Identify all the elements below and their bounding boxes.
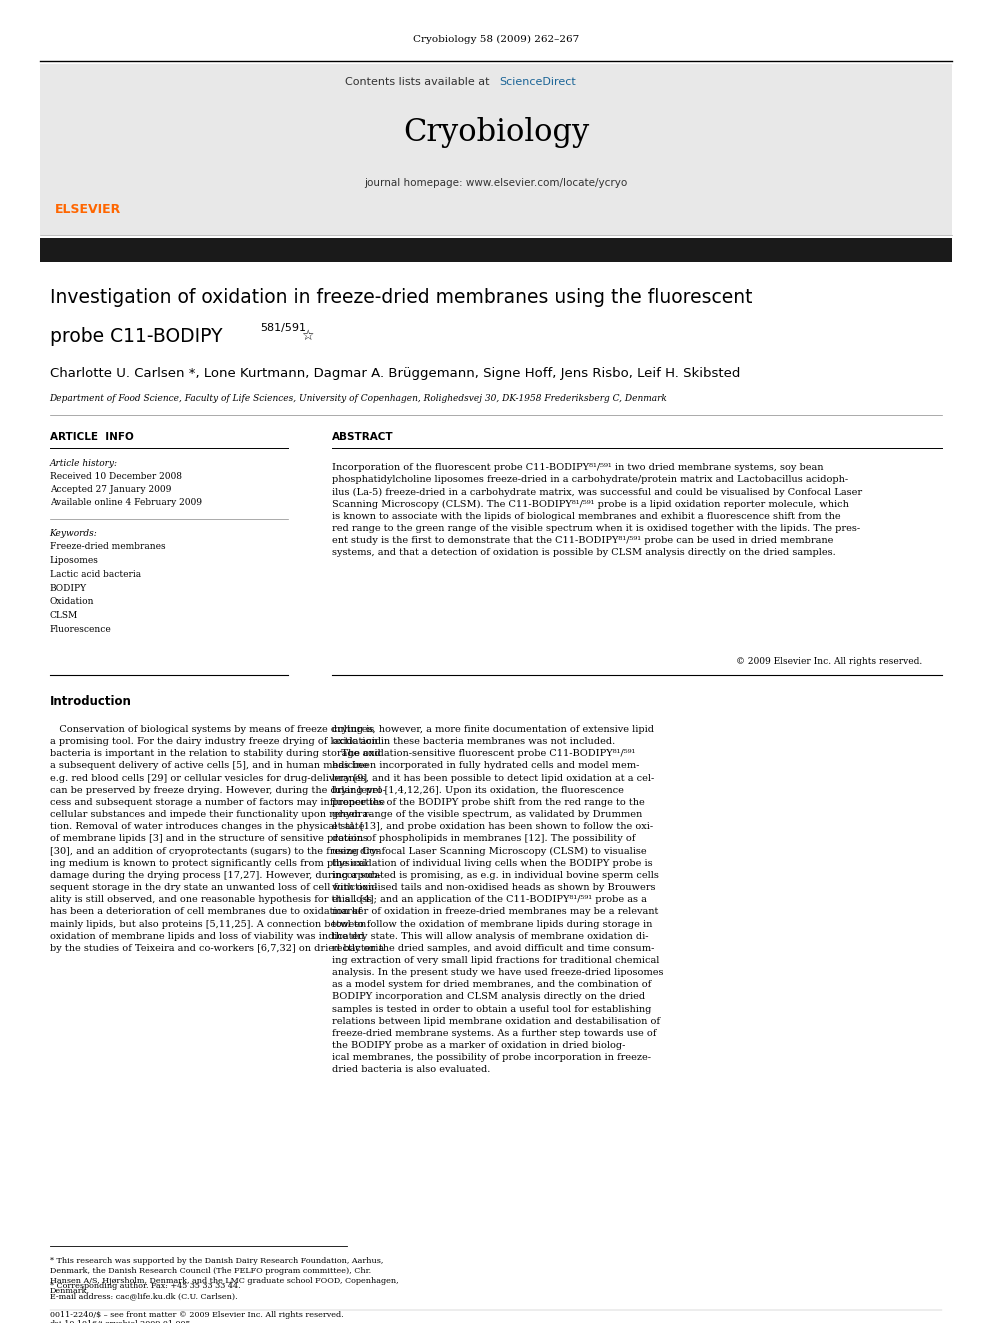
Text: doi:10.1016/j.cryobiol.2009.01.005: doi:10.1016/j.cryobiol.2009.01.005 xyxy=(50,1320,191,1323)
Text: ABSTRACT: ABSTRACT xyxy=(332,431,394,442)
Text: Introduction: Introduction xyxy=(50,695,132,708)
Text: * Corresponding author. Fax: +45 35 33 33 44.: * Corresponding author. Fax: +45 35 33 3… xyxy=(50,1282,240,1290)
Text: Article history:: Article history: xyxy=(50,459,118,467)
Text: CLSM: CLSM xyxy=(50,611,77,620)
Text: Conservation of biological systems by means of freeze drying is
a promising tool: Conservation of biological systems by me… xyxy=(50,725,386,953)
Text: ARTICLE  INFO: ARTICLE INFO xyxy=(50,431,133,442)
Text: cultures, however, a more finite documentation of extensive lipid
oxidation in t: cultures, however, a more finite documen… xyxy=(332,725,664,1074)
Text: Department of Food Science, Faculty of Life Sciences, University of Copenhagen, : Department of Food Science, Faculty of L… xyxy=(50,394,668,402)
Text: * This research was supported by the Danish Dairy Research Foundation, Aarhus,
D: * This research was supported by the Dan… xyxy=(50,1257,398,1295)
Text: Lactic acid bacteria: Lactic acid bacteria xyxy=(50,570,141,578)
Text: Oxidation: Oxidation xyxy=(50,598,94,606)
Text: probe C11-BODIPY: probe C11-BODIPY xyxy=(50,327,222,345)
Text: journal homepage: www.elsevier.com/locate/ycryo: journal homepage: www.elsevier.com/locat… xyxy=(364,177,628,188)
Text: ELSEVIER: ELSEVIER xyxy=(55,202,121,216)
Text: Incorporation of the fluorescent probe C11-BODIPY⁸¹/⁵⁹¹ in two dried membrane sy: Incorporation of the fluorescent probe C… xyxy=(332,463,862,557)
Text: Investigation of oxidation in freeze-dried membranes using the fluorescent: Investigation of oxidation in freeze-dri… xyxy=(50,288,752,307)
Text: © 2009 Elsevier Inc. All rights reserved.: © 2009 Elsevier Inc. All rights reserved… xyxy=(736,658,923,665)
FancyBboxPatch shape xyxy=(40,64,952,235)
Text: Cryobiology: Cryobiology xyxy=(403,116,589,148)
Text: Contents lists available at: Contents lists available at xyxy=(345,77,493,87)
Text: E-mail address: cac@life.ku.dk (C.U. Carlsen).: E-mail address: cac@life.ku.dk (C.U. Car… xyxy=(50,1293,237,1301)
Text: 0011-2240/$ – see front matter © 2009 Elsevier Inc. All rights reserved.: 0011-2240/$ – see front matter © 2009 El… xyxy=(50,1311,343,1319)
Text: Cryobiology 58 (2009) 262–267: Cryobiology 58 (2009) 262–267 xyxy=(413,36,579,44)
Text: Freeze-dried membranes: Freeze-dried membranes xyxy=(50,542,166,550)
FancyBboxPatch shape xyxy=(40,238,952,262)
Text: 581/591: 581/591 xyxy=(260,323,306,333)
Text: ☆: ☆ xyxy=(302,329,314,343)
Text: ScienceDirect: ScienceDirect xyxy=(499,77,575,87)
Text: Available online 4 February 2009: Available online 4 February 2009 xyxy=(50,499,201,507)
Text: Keywords:: Keywords: xyxy=(50,529,97,537)
Text: Liposomes: Liposomes xyxy=(50,556,98,565)
Text: BODIPY: BODIPY xyxy=(50,583,86,593)
Text: Accepted 27 January 2009: Accepted 27 January 2009 xyxy=(50,486,171,493)
Text: Fluorescence: Fluorescence xyxy=(50,626,111,634)
Text: Charlotte U. Carlsen *, Lone Kurtmann, Dagmar A. Brüggemann, Signe Hoff, Jens Ri: Charlotte U. Carlsen *, Lone Kurtmann, D… xyxy=(50,366,740,380)
Text: Received 10 December 2008: Received 10 December 2008 xyxy=(50,472,182,480)
